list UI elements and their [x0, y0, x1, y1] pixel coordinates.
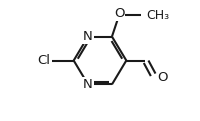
- Text: CH₃: CH₃: [146, 9, 169, 22]
- Text: N: N: [83, 30, 93, 43]
- Text: O: O: [157, 71, 168, 84]
- Text: N: N: [83, 78, 93, 91]
- Text: Cl: Cl: [37, 54, 50, 67]
- Text: O: O: [114, 7, 124, 20]
